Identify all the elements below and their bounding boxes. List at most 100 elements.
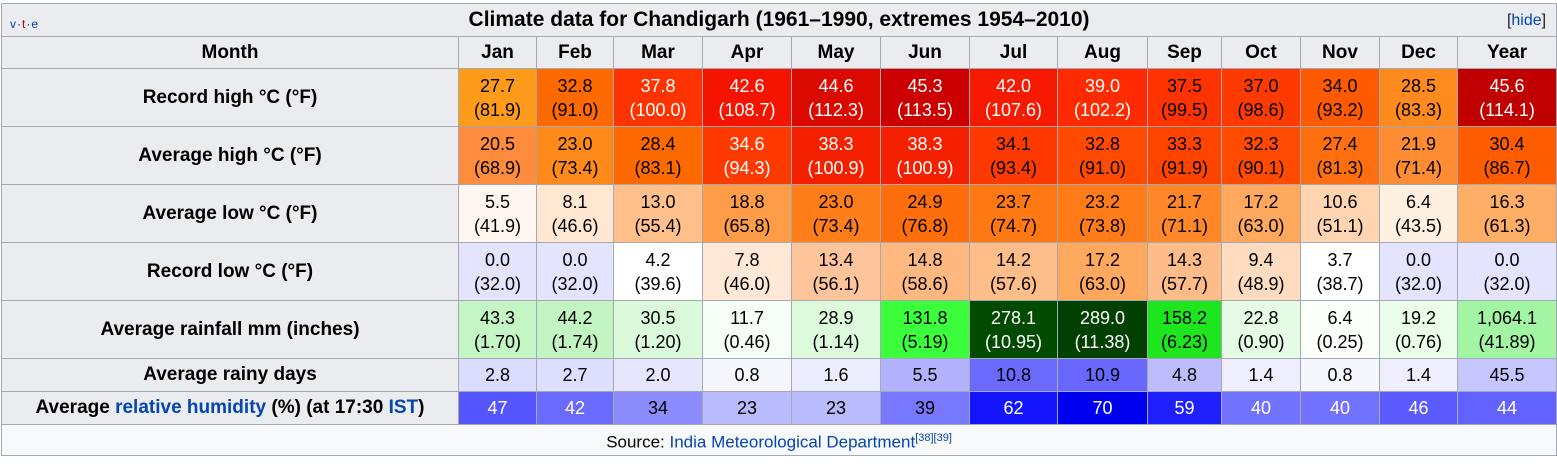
- view-template-link[interactable]: v: [10, 17, 17, 31]
- imperial-value: (1.20): [634, 331, 682, 352]
- imperial-value: (32.0): [1483, 273, 1531, 294]
- data-cell: 21.7 (71.1): [1147, 184, 1222, 243]
- data-cell: 32.3 (90.1): [1221, 126, 1301, 185]
- data-cell: 38.3 (100.9): [791, 126, 881, 185]
- imperial-value: (0.76): [1394, 331, 1443, 352]
- metric-value: 32.3: [1243, 133, 1279, 154]
- row-header-average-rainy-days: Average rainy days: [1, 358, 459, 392]
- imperial-value: (32.0): [551, 273, 599, 294]
- imperial-value: (112.3): [808, 99, 864, 120]
- data-cell: 1.4: [1379, 358, 1458, 392]
- metric-value: 45.6: [1489, 75, 1525, 96]
- data-cell: 37.5 (99.5): [1147, 68, 1222, 127]
- imperial-value: (71.1): [1160, 215, 1209, 236]
- data-cell: 32.8 (91.0): [536, 68, 614, 127]
- imperial-value: (46.6): [551, 215, 599, 236]
- month-header-row: Month Jan Feb Mar Apr May Jun Jul Aug Se…: [1, 36, 1557, 69]
- data-cell: 6.4 (0.25): [1300, 300, 1380, 359]
- metric-value: 37.5: [1166, 75, 1203, 96]
- data-cell: 45.3 (113.5): [880, 68, 970, 127]
- edit-template-link[interactable]: e: [31, 17, 40, 31]
- metric-value: 28.4: [640, 133, 676, 154]
- metric-value: 8.1: [562, 191, 588, 212]
- month-header-jul: Jul: [969, 36, 1058, 69]
- metric-value: 10.6: [1322, 191, 1358, 212]
- metric-value: 21.7: [1166, 191, 1203, 212]
- data-cell: 34.6 (94.3): [702, 126, 792, 185]
- month-header-feb: Feb: [536, 36, 614, 69]
- data-cell: 39: [880, 391, 970, 425]
- source-link[interactable]: India Meteorological Department: [669, 432, 916, 452]
- imperial-value: (94.3): [723, 157, 771, 178]
- imperial-value: (61.3): [1483, 215, 1531, 236]
- month-header-mar: Mar: [613, 36, 703, 69]
- metric-value: 158.2: [1161, 307, 1208, 328]
- imperial-value: (43.5): [1394, 215, 1443, 236]
- imperial-value: (65.8): [723, 215, 771, 236]
- data-cell: 33.3 (91.9): [1147, 126, 1222, 185]
- metric-value: 23.7: [995, 191, 1032, 212]
- data-cell: 22.8 (0.90): [1221, 300, 1301, 359]
- hide-link[interactable]: hide: [1511, 12, 1542, 29]
- imperial-value: (108.7): [718, 99, 776, 120]
- table-row: Record low °C (°F) 0.0 (32.0) 0.0 (32.0) 4.2 (…: [1, 242, 1557, 301]
- data-cell: 23.0 (73.4): [536, 126, 614, 185]
- data-cell: 42.0 (107.6): [969, 68, 1058, 127]
- imperial-value: (91.0): [1078, 157, 1127, 178]
- month-header-sep: Sep: [1147, 36, 1222, 69]
- talk-template-link[interactable]: t: [22, 17, 27, 31]
- row-header-average-relative-humidity: Average relative humidity (%) (at 17:30 …: [1, 391, 459, 425]
- month-header-may: May: [791, 36, 881, 69]
- metric-value: 0.0: [1494, 249, 1520, 270]
- metric-value: 14.8: [907, 249, 943, 270]
- vte-links: v·t·e: [10, 17, 40, 31]
- data-cell: 10.8: [969, 358, 1058, 392]
- metric-value: 38.3: [818, 133, 854, 154]
- metric-value: 131.8: [902, 307, 948, 328]
- metric-value: 0.0: [1405, 249, 1432, 270]
- data-cell: 43.3 (1.70): [458, 300, 537, 359]
- imperial-value: (74.7): [989, 215, 1038, 236]
- data-cell: 27.4 (81.3): [1300, 126, 1380, 185]
- climate-table: v·t·e Climate data for Chandigarh (1961–…: [0, 3, 1557, 456]
- metric-value: 3.7: [1327, 249, 1353, 270]
- data-cell: 40: [1300, 391, 1380, 425]
- relative-humidity-link[interactable]: relative humidity: [115, 397, 267, 418]
- table-row: Average relative humidity (%) (at 17:30 …: [1, 391, 1557, 425]
- metric-value: 32.8: [1084, 133, 1121, 154]
- table-title: v·t·e Climate data for Chandigarh (1961–…: [0, 3, 1557, 37]
- data-cell: 1.6: [791, 358, 881, 392]
- data-cell: 37.0 (98.6): [1221, 68, 1301, 127]
- metric-value: 21.9: [1400, 133, 1437, 154]
- data-cell: 39.0 (102.2): [1057, 68, 1148, 127]
- ist-link[interactable]: IST: [388, 397, 419, 418]
- metric-value: 33.3: [1166, 133, 1203, 154]
- imperial-value: (76.8): [901, 215, 949, 236]
- imperial-value: (100.9): [807, 157, 865, 178]
- metric-value: 44.2: [557, 307, 593, 328]
- row-header-average-low-c-f: Average low °C (°F): [1, 184, 459, 243]
- data-cell: 62: [969, 391, 1058, 425]
- metric-value: 22.8: [1243, 307, 1279, 328]
- data-cell: 11.7 (0.46): [702, 300, 792, 359]
- metric-value: 13.4: [818, 249, 854, 270]
- imperial-value: (114.1): [1479, 99, 1535, 120]
- metric-value: 17.2: [1084, 249, 1121, 270]
- imperial-value: (58.6): [901, 273, 949, 294]
- metric-value: 45.3: [907, 75, 943, 96]
- reference-links[interactable]: [38][39]: [915, 431, 952, 444]
- imperial-value: (81.3): [1316, 157, 1364, 178]
- imperial-value: (0.46): [723, 331, 771, 352]
- metric-value: 278.1: [990, 307, 1037, 328]
- data-cell: 131.8 (5.19): [880, 300, 970, 359]
- imperial-value: (93.4): [989, 157, 1038, 178]
- imperial-value: (1.14): [812, 331, 860, 352]
- row-label-text: (%) (at 17:30: [266, 397, 389, 418]
- data-cell: 14.2 (57.6): [969, 242, 1058, 301]
- imperial-value: (98.6): [1237, 99, 1285, 120]
- data-cell: 17.2 (63.0): [1221, 184, 1301, 243]
- data-cell: 44: [1456, 391, 1557, 425]
- metric-value: 32.8: [557, 75, 593, 96]
- imperial-value: (39.6): [634, 273, 682, 294]
- metric-value: 43.3: [479, 307, 516, 328]
